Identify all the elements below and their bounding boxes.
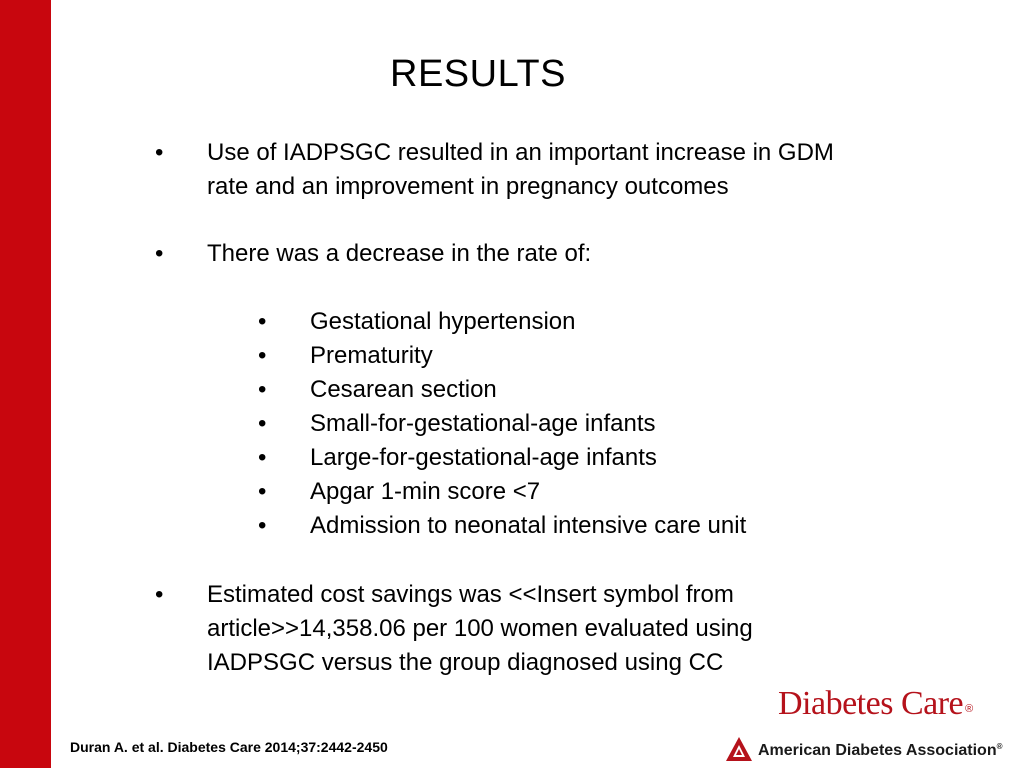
ada-triangle-icon (726, 737, 752, 761)
registered-mark: ® (996, 742, 1003, 751)
sub-bullet-text: Admission to neonatal intensive care uni… (310, 512, 747, 539)
bullet-line: article>>14,358.06 per 100 women evaluat… (207, 615, 753, 642)
bullet-line: Estimated cost savings was <<Insert symb… (207, 581, 734, 608)
slide-title: RESULTS (390, 53, 566, 95)
bullet-dot: • (258, 308, 267, 335)
bullet-dot: • (155, 240, 164, 267)
left-accent-bar (0, 0, 51, 768)
bullet-text: Use of IADPSGC resulted in an important … (207, 136, 834, 204)
bullet-line: IADPSGC versus the group diagnosed using… (207, 649, 724, 676)
diabetes-care-logo-text: Diabetes Care (778, 685, 964, 722)
ada-name: American Diabetes Association (758, 742, 997, 759)
bullet-dot: • (258, 512, 267, 539)
bullet-dot: • (258, 376, 267, 403)
sub-bullet-text: Cesarean section (310, 376, 497, 403)
sub-bullet-text: Small-for-gestational-age infants (310, 410, 656, 437)
bullet-dot: • (258, 444, 267, 471)
bullet-text: Estimated cost savings was <<Insert symb… (207, 578, 753, 680)
bullet-dot: • (258, 410, 267, 437)
citation: Duran A. et al. Diabetes Care 2014;37:24… (70, 739, 388, 755)
registered-mark: ® (965, 703, 973, 715)
sub-bullet-text: Large-for-gestational-age infants (310, 444, 657, 471)
bullet-dot: • (258, 342, 267, 369)
bullet-text: There was a decrease in the rate of: (207, 237, 591, 271)
bullet-dot: • (258, 478, 267, 505)
bullet-line: rate and an improvement in pregnancy out… (207, 173, 729, 200)
diabetes-care-logo: Diabetes Care ® (778, 685, 973, 723)
sub-bullet-text: Prematurity (310, 342, 433, 369)
ada-logo-text: American Diabetes Association® (758, 742, 1003, 760)
sub-bullet-text: Gestational hypertension (310, 308, 576, 335)
bullet-dot: • (155, 139, 164, 166)
bullet-line: Use of IADPSGC resulted in an important … (207, 139, 834, 166)
sub-bullet-text: Apgar 1-min score <7 (310, 478, 541, 505)
bullet-line: There was a decrease in the rate of: (207, 240, 592, 267)
bullet-dot: • (155, 581, 164, 608)
